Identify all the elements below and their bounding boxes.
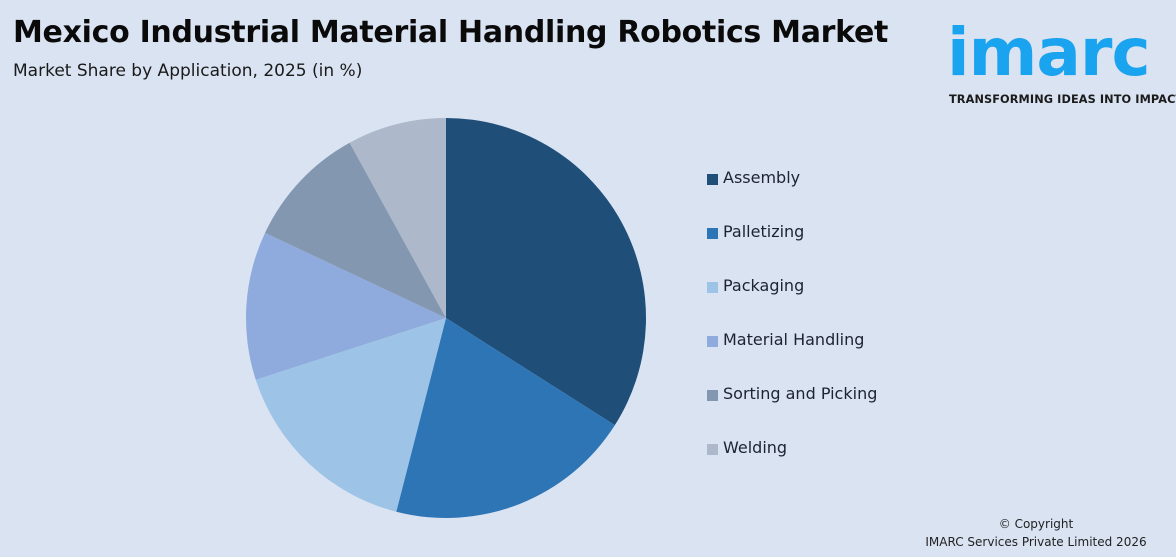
legend-swatch [707,228,718,239]
legend-label: Assembly [723,168,801,187]
pie-slice-packaging [255,318,446,512]
legend-item-sorting-and-picking: Sorting and Picking [707,384,877,438]
chart-title: Mexico Industrial Material Handling Robo… [13,15,889,50]
legend-label: Welding [723,438,788,457]
pie-slice-material-handling [246,232,446,380]
copyright-line-1: © Copyright [998,517,1074,531]
logo-wordmark: imarc [947,14,1151,91]
legend-label: Packaging [723,276,805,295]
legend-item-assembly: Assembly [707,168,877,222]
pie-slice-sorting-and-picking [265,142,446,318]
pie-slice-assembly [446,118,646,426]
logo-tagline: TRANSFORMING IDEAS INTO IMPACT [949,93,1176,106]
pie-slice-welding [349,118,446,318]
legend-swatch [707,444,718,455]
legend-swatch [707,282,718,293]
legend-item-palletizing: Palletizing [707,222,877,276]
legend-swatch [707,336,718,347]
legend-item-material-handling: Material Handling [707,330,877,384]
legend-swatch [707,390,718,401]
legend-label: Sorting and Picking [723,384,878,403]
copyright-line-2: IMARC Services Private Limited 2026 [925,535,1147,549]
pie-slice-palletizing [396,318,615,518]
legend-item-packaging: Packaging [707,276,877,330]
chart-subtitle: Market Share by Application, 2025 (in %) [13,61,363,81]
chart-legend: Assembly Palletizing Packaging Material Han… [707,168,877,492]
legend-label: Material Handling [723,330,865,349]
copyright-notice: © Copyright IMARC Services Private Limit… [906,515,1166,551]
legend-label: Palletizing [723,222,805,241]
imarc-logo: imarc TRANSFORMING IDEAS INTO IMPACT [944,10,1176,110]
legend-swatch [707,174,718,185]
legend-item-welding: Welding [707,438,877,492]
